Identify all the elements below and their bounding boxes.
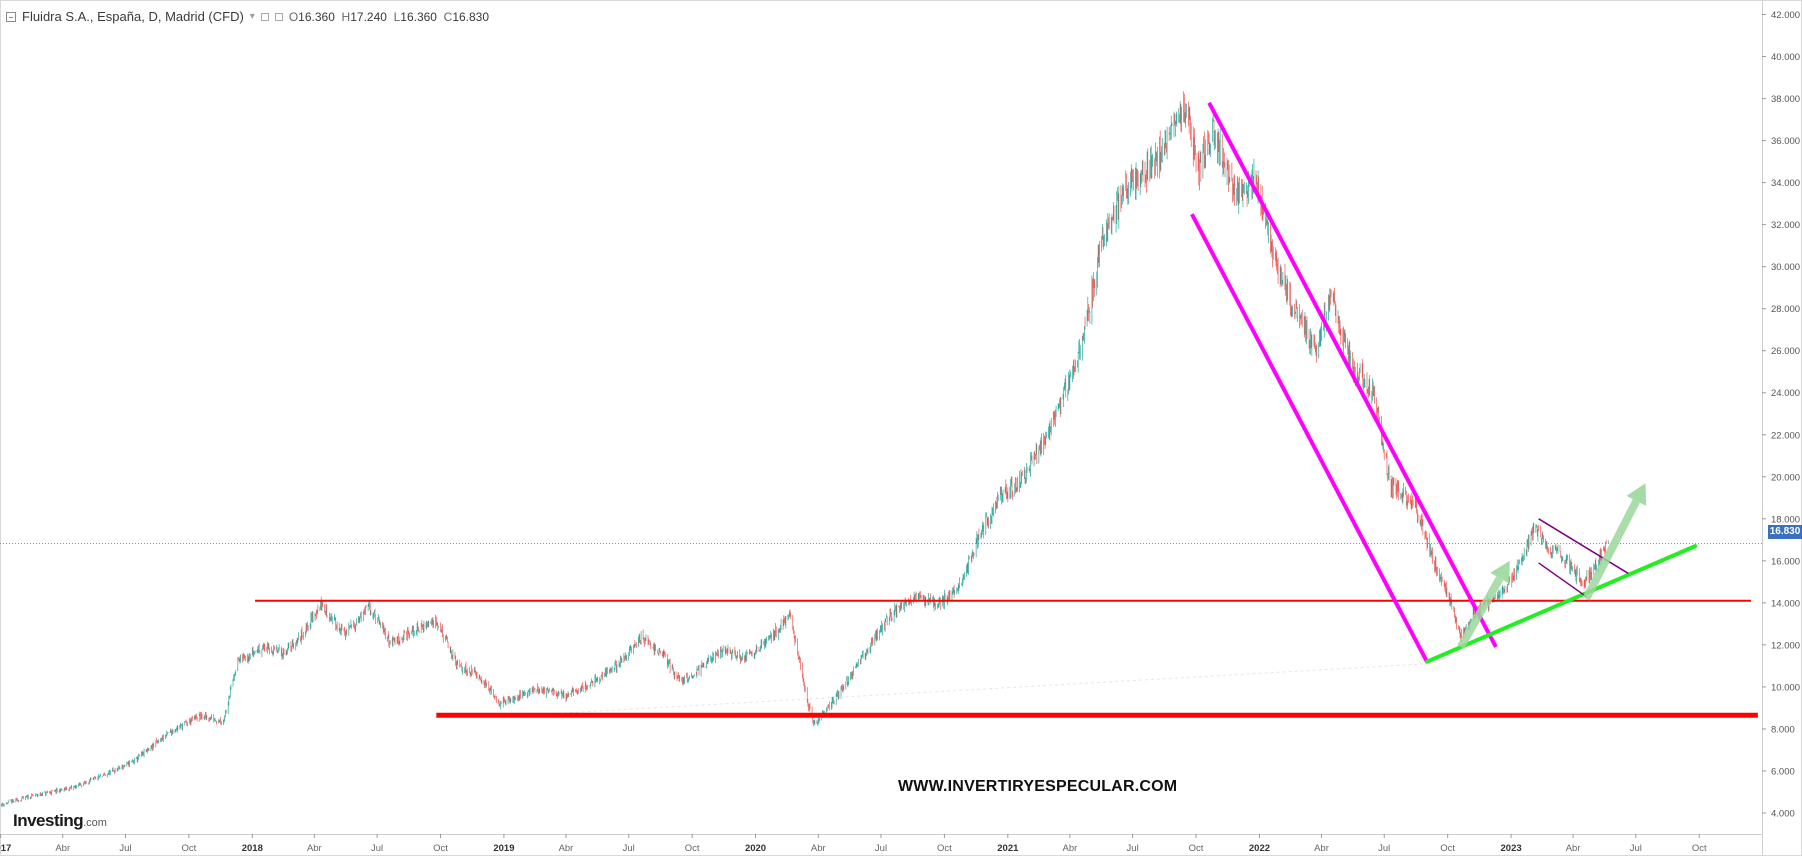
x-tick-label: Oct [685, 843, 700, 854]
x-tick-label: Jul [371, 843, 383, 854]
x-tick-label: Abr [1062, 843, 1077, 854]
arrow-breakout-1-head [1490, 560, 1510, 584]
y-tick-label: 22.000 [1771, 430, 1800, 441]
y-tick-label: 40.000 [1771, 52, 1800, 63]
x-tick-label: Oct [1692, 843, 1707, 854]
uptrend-line [1424, 544, 1698, 664]
x-tick-label: 2019 [493, 843, 514, 854]
low-value: 16.360 [400, 9, 437, 24]
low-label: L [393, 9, 401, 24]
ohlc-values: O16.360 H17.240 L16.360 C16.830 [289, 10, 489, 24]
investing-logo[interactable]: Investing.com [13, 811, 107, 831]
x-tick-label: 2022 [1249, 843, 1270, 854]
x-tick-label: 2023 [1501, 843, 1522, 854]
y-tick-label: 4.000 [1771, 808, 1795, 819]
y-tick-label: 28.000 [1771, 304, 1800, 315]
candles [1, 91, 1609, 808]
x-tick-label: Abr [559, 843, 574, 854]
brand-name: Investing [13, 811, 84, 830]
y-tick-label: 26.000 [1771, 346, 1800, 357]
x-tick-label: Oct [1189, 843, 1204, 854]
x-tick-label: Abr [1314, 843, 1329, 854]
y-tick-label: 18.000 [1771, 514, 1800, 525]
x-tick-label: 2020 [745, 843, 766, 854]
settings-icon[interactable] [260, 12, 269, 21]
x-tick-label: Abr [811, 843, 826, 854]
y-tick-label: 16.000 [1771, 556, 1800, 567]
chevron-down-icon[interactable]: ▾ [249, 11, 255, 22]
x-tick-label: 2018 [242, 843, 263, 854]
close-label: C [443, 9, 453, 24]
high-label: H [341, 9, 351, 24]
y-tick-label: 42.000 [1771, 10, 1800, 21]
x-tick-label: Abr [307, 843, 322, 854]
symbol-title: Fluidra S.A., España, D, Madrid (CFD) [22, 9, 244, 24]
y-tick-label: 32.000 [1771, 220, 1800, 231]
channel-lower [1190, 213, 1429, 663]
x-tick-label: Jul [623, 843, 635, 854]
brand-domain: .com [83, 817, 107, 829]
x-tick-label: Jul [119, 843, 131, 854]
last-price-badge: 16.830 [1768, 525, 1802, 539]
x-tick-label: 2021 [997, 843, 1019, 854]
y-tick-label: 12.000 [1771, 640, 1800, 651]
watermark: WWW.INVERTIRYESPECULAR.COM [898, 778, 1178, 795]
open-value: 16.360 [298, 9, 335, 24]
x-tick-label: Jul [875, 843, 887, 854]
arrow-breakout-2-shaft [1582, 499, 1640, 601]
y-tick-label: 6.000 [1771, 766, 1795, 777]
x-axis[interactable]: 2017 Abr Jul Oct 2018 Abr Jul Oct 2019 Abr Jul Oct 2… [0, 834, 1762, 854]
x-tick-label: Jul [1630, 843, 1642, 854]
arrow-breakout-2-head [1626, 483, 1647, 506]
open-label: O [288, 9, 299, 24]
annotations[interactable] [255, 101, 1758, 718]
x-tick-label: Oct [1440, 843, 1455, 854]
x-tick-label: Oct [181, 843, 196, 854]
arrow-breakout-1-shaft [1457, 576, 1504, 649]
close-value: 16.830 [452, 9, 490, 24]
y-tick-label: 30.000 [1771, 262, 1800, 273]
pennant-lower [1538, 562, 1587, 598]
collapse-icon[interactable] [6, 11, 16, 22]
pennant-upper [1538, 518, 1629, 575]
channel-upper [1207, 101, 1498, 648]
x-tick-label: Abr [1566, 843, 1581, 854]
symbol-legend[interactable]: Fluidra S.A., España, D, Madrid (CFD) ▾ … [6, 9, 489, 24]
y-tick-label: 38.000 [1771, 94, 1800, 105]
y-tick-label: 34.000 [1771, 178, 1800, 189]
x-tick-label: Oct [937, 843, 952, 854]
x-tick-label: Abr [55, 843, 70, 854]
y-tick-label: 36.000 [1771, 136, 1800, 147]
high-value: 17.240 [350, 9, 387, 24]
visibility-icon[interactable] [274, 12, 283, 21]
uptrend-extension-dotted [503, 663, 1428, 717]
x-tick-label: 2017 [0, 843, 11, 854]
x-tick-label: Jul [1127, 843, 1139, 854]
y-tick-label: 14.000 [1771, 598, 1800, 609]
x-tick-label: Jul [1378, 843, 1390, 854]
y-tick-label: 24.000 [1771, 388, 1800, 399]
y-tick-label: 8.000 [1771, 724, 1795, 735]
y-tick-label: 20.000 [1771, 472, 1800, 483]
x-tick-label: Oct [433, 843, 448, 854]
y-tick-label: 10.000 [1771, 682, 1800, 693]
y-axis[interactable]: 4.000 6.000 8.000 10.000 12.000 14.000 16.000 1… [1762, 0, 1800, 856]
